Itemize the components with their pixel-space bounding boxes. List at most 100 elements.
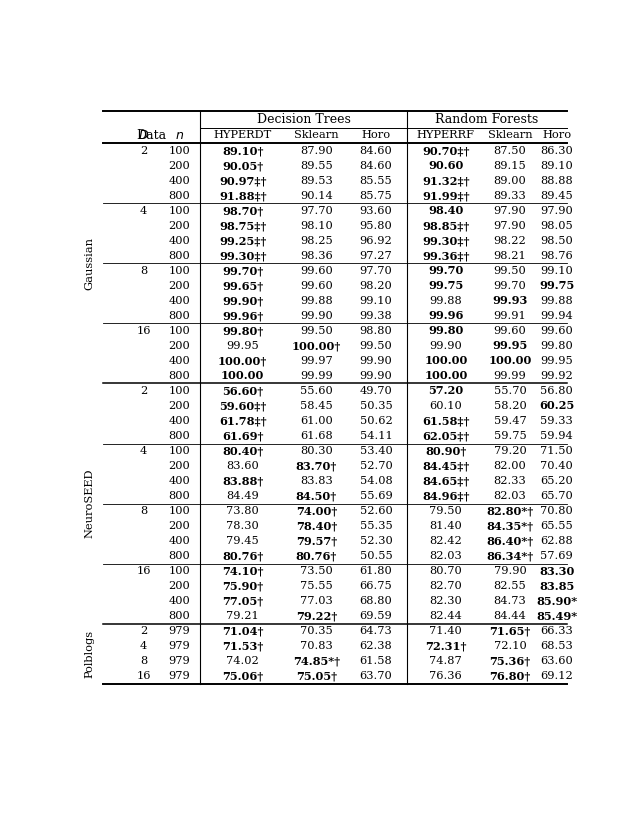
- Text: 72.31†: 72.31†: [425, 641, 467, 651]
- Text: 84.60: 84.60: [360, 146, 392, 156]
- Text: 8: 8: [140, 266, 147, 276]
- Text: 64.73: 64.73: [360, 626, 392, 636]
- Text: 99.80†: 99.80†: [222, 325, 264, 336]
- Text: 79.20: 79.20: [493, 446, 527, 456]
- Text: 79.21: 79.21: [227, 611, 259, 621]
- Text: 200: 200: [168, 161, 190, 171]
- Text: 52.30: 52.30: [360, 536, 392, 546]
- Text: 979: 979: [168, 671, 190, 681]
- Text: 86.40*†: 86.40*†: [486, 535, 534, 546]
- Text: 98.76: 98.76: [540, 251, 573, 261]
- Text: 71.53†: 71.53†: [222, 641, 264, 651]
- Text: 70.80: 70.80: [540, 506, 573, 516]
- Text: 54.11: 54.11: [360, 431, 392, 441]
- Text: 16: 16: [136, 566, 151, 576]
- Text: 71.40: 71.40: [429, 626, 462, 636]
- Text: 82.03: 82.03: [493, 491, 527, 501]
- Text: 979: 979: [168, 656, 190, 666]
- Text: 57.69: 57.69: [540, 551, 573, 561]
- Text: 57.20: 57.20: [428, 385, 463, 396]
- Text: 99.90: 99.90: [360, 371, 392, 381]
- Text: 97.90: 97.90: [493, 221, 527, 231]
- Text: Polblogs: Polblogs: [84, 630, 94, 678]
- Text: NeuroSEED: NeuroSEED: [84, 469, 94, 538]
- Text: 55.60: 55.60: [300, 386, 333, 396]
- Text: 75.55: 75.55: [300, 581, 333, 591]
- Text: 75.06†: 75.06†: [222, 671, 264, 681]
- Text: 50.62: 50.62: [360, 416, 392, 426]
- Text: 99.88: 99.88: [429, 296, 462, 306]
- Text: 74.87: 74.87: [429, 656, 462, 666]
- Text: 97.27: 97.27: [360, 251, 392, 261]
- Text: 55.69: 55.69: [360, 491, 392, 501]
- Text: 100: 100: [168, 206, 190, 216]
- Text: 800: 800: [168, 251, 190, 261]
- Text: 90.05†: 90.05†: [222, 160, 264, 171]
- Text: 52.60: 52.60: [360, 506, 392, 516]
- Text: 70.83: 70.83: [300, 641, 333, 651]
- Text: 89.53: 89.53: [300, 176, 333, 186]
- Text: 99.90†: 99.90†: [222, 295, 264, 306]
- Text: 89.33: 89.33: [493, 191, 527, 201]
- Text: 62.88: 62.88: [540, 536, 573, 546]
- Text: 97.70: 97.70: [300, 206, 333, 216]
- Text: 85.49*: 85.49*: [536, 610, 577, 621]
- Text: 61.69†: 61.69†: [222, 430, 264, 441]
- Text: 99.95: 99.95: [493, 340, 528, 351]
- Text: 74.10†: 74.10†: [222, 565, 264, 576]
- Text: 99.95: 99.95: [540, 356, 573, 366]
- Text: 99.70†: 99.70†: [222, 265, 264, 276]
- Text: 69.59: 69.59: [360, 611, 392, 621]
- Text: 56.80: 56.80: [540, 386, 573, 396]
- Text: 97.90: 97.90: [493, 206, 527, 216]
- Text: 65.20: 65.20: [540, 476, 573, 486]
- Text: 59.33: 59.33: [540, 416, 573, 426]
- Text: 99.96†: 99.96†: [222, 310, 264, 321]
- Text: 80.76†: 80.76†: [222, 550, 264, 561]
- Text: 80.90†: 80.90†: [425, 445, 467, 456]
- Text: 2: 2: [140, 146, 147, 156]
- Text: 91.88‡†: 91.88‡†: [219, 190, 267, 201]
- Text: 50.55: 50.55: [360, 551, 392, 561]
- Text: 100: 100: [168, 506, 190, 516]
- Text: 99.91: 99.91: [493, 311, 527, 321]
- Text: $n$: $n$: [175, 129, 184, 142]
- Text: 85.90*: 85.90*: [536, 595, 577, 606]
- Text: Random Forests: Random Forests: [435, 113, 538, 126]
- Text: 400: 400: [168, 236, 190, 246]
- Text: 82.00: 82.00: [493, 461, 527, 471]
- Text: 100.00: 100.00: [424, 370, 467, 381]
- Text: 100.00†: 100.00†: [218, 355, 268, 366]
- Text: 4: 4: [140, 206, 147, 216]
- Text: 70.35: 70.35: [300, 626, 333, 636]
- Text: 82.70: 82.70: [429, 581, 462, 591]
- Text: 73.50: 73.50: [300, 566, 333, 576]
- Text: 98.50: 98.50: [540, 236, 573, 246]
- Text: 77.03: 77.03: [300, 596, 333, 606]
- Text: 71.04†: 71.04†: [222, 626, 264, 636]
- Text: 89.15: 89.15: [493, 161, 527, 171]
- Text: 99.30‡†: 99.30‡†: [422, 235, 470, 246]
- Text: 2: 2: [140, 386, 147, 396]
- Text: 98.36: 98.36: [300, 251, 333, 261]
- Text: 71.65†: 71.65†: [490, 626, 531, 636]
- Text: 800: 800: [168, 551, 190, 561]
- Text: 70.40: 70.40: [540, 461, 573, 471]
- Text: 60.10: 60.10: [429, 401, 462, 411]
- Text: 61.78‡†: 61.78‡†: [219, 415, 267, 426]
- Text: 16: 16: [136, 326, 151, 336]
- Text: 100.00†: 100.00†: [292, 340, 341, 351]
- Text: 71.50: 71.50: [540, 446, 573, 456]
- Text: 99.60: 99.60: [493, 326, 527, 336]
- Text: 50.35: 50.35: [360, 401, 392, 411]
- Text: 77.05†: 77.05†: [222, 595, 264, 606]
- Text: 60.25: 60.25: [539, 400, 574, 411]
- Text: 85.75: 85.75: [360, 191, 392, 201]
- Text: 72.10: 72.10: [493, 641, 527, 651]
- Text: 90.70‡†: 90.70‡†: [422, 145, 470, 156]
- Text: 200: 200: [168, 401, 190, 411]
- Text: 98.20: 98.20: [360, 281, 392, 291]
- Text: 61.58‡†: 61.58‡†: [422, 415, 470, 426]
- Text: 61.80: 61.80: [360, 566, 392, 576]
- Text: 8: 8: [140, 656, 147, 666]
